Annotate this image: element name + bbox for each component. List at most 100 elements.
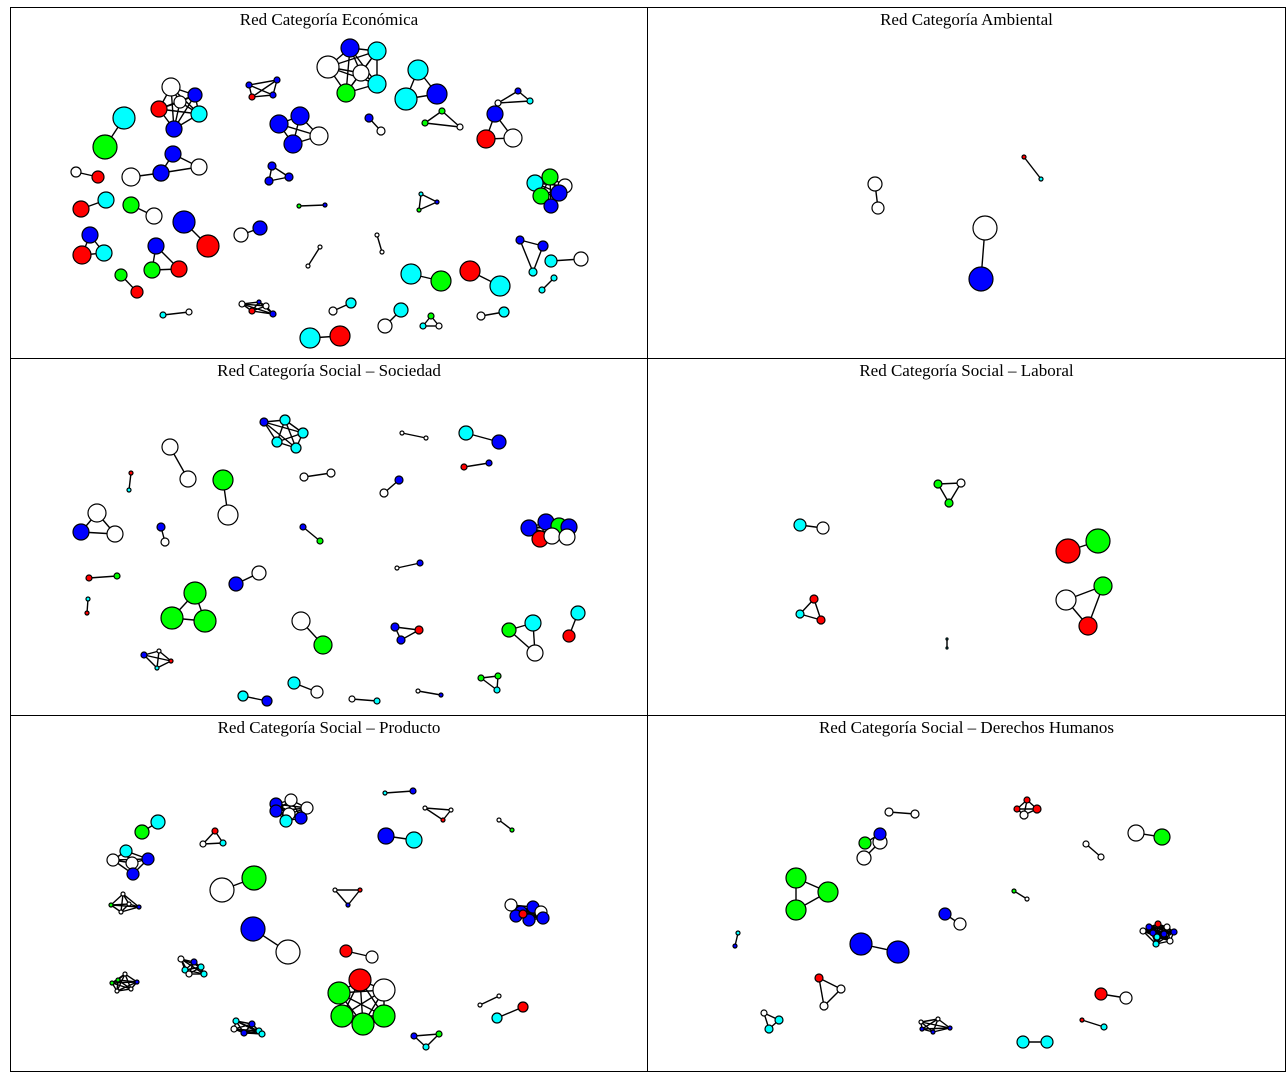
network-node — [156, 648, 162, 654]
network-node — [836, 984, 846, 994]
network-node — [241, 865, 267, 891]
network-node — [283, 134, 303, 154]
network-node — [313, 635, 333, 655]
network-node — [317, 244, 323, 250]
network-node — [503, 128, 523, 148]
network-node — [434, 199, 440, 205]
network-node — [785, 867, 807, 889]
network-node — [1055, 589, 1077, 611]
network-node — [269, 114, 289, 134]
network-edge — [116, 981, 138, 992]
network-node — [154, 665, 160, 671]
network-node — [367, 41, 387, 61]
network-edge — [921, 1027, 951, 1030]
network-node — [390, 622, 400, 632]
nodes — [106, 787, 550, 1051]
panel-social-sociedad: Red Categoría Social – Sociedad — [10, 358, 648, 716]
network-node — [382, 790, 388, 796]
network-node — [394, 475, 404, 485]
network-node — [438, 107, 446, 115]
network-graph — [72, 414, 586, 707]
network-edge — [156, 660, 172, 669]
network-edge — [302, 526, 321, 542]
network-node — [945, 646, 949, 650]
network-node — [538, 286, 546, 294]
network-node — [156, 522, 166, 532]
network-node — [1153, 828, 1171, 846]
network-node — [491, 1012, 503, 1024]
network-node — [228, 576, 244, 592]
edges — [80, 419, 579, 702]
network-figure-table: Red Categoría Económica Red Categoría Am… — [10, 7, 1286, 1072]
network-node — [72, 523, 90, 541]
network-edge — [351, 698, 378, 702]
network-node — [196, 234, 220, 258]
network-node — [336, 83, 356, 103]
edges — [799, 482, 1104, 648]
network-node — [1082, 840, 1090, 848]
network-node — [128, 470, 134, 476]
network-graph — [793, 478, 1113, 650]
network-node — [518, 909, 528, 919]
network-node — [867, 176, 883, 192]
network-node — [112, 106, 136, 130]
network-node — [476, 129, 496, 149]
network-node — [211, 827, 219, 835]
network-node — [122, 971, 128, 977]
network-node — [1011, 888, 1017, 894]
network-node — [328, 306, 338, 316]
network-edge — [384, 790, 414, 794]
panel-title: Red Categoría Ambiental — [880, 10, 1053, 29]
network-node — [536, 911, 550, 925]
network-node — [143, 261, 161, 279]
network-node — [785, 899, 807, 921]
network-node — [456, 123, 464, 131]
network-node — [147, 237, 165, 255]
network-node — [238, 300, 246, 308]
network-edge — [122, 893, 140, 908]
network-node — [114, 988, 120, 994]
network-node — [421, 119, 429, 127]
network-node — [541, 168, 559, 186]
network-node — [558, 528, 576, 546]
network-node — [1016, 1035, 1030, 1049]
network-node — [884, 807, 894, 817]
network-graph — [70, 38, 589, 349]
network-node — [339, 944, 353, 958]
network-node — [856, 850, 872, 866]
network-edge — [424, 807, 444, 821]
network-edge — [463, 462, 490, 468]
network-node — [85, 574, 93, 582]
network-node — [290, 442, 302, 454]
network-node — [735, 930, 741, 936]
network-edge — [156, 650, 160, 669]
network-node — [526, 97, 534, 105]
network-node — [108, 902, 114, 908]
network-edge — [1155, 931, 1175, 945]
network-node — [85, 596, 91, 602]
network-node — [376, 126, 386, 136]
network-node — [956, 478, 966, 488]
network-edge — [424, 807, 452, 811]
network-node — [84, 610, 90, 616]
network-node — [109, 980, 115, 986]
network-node — [373, 697, 381, 705]
network-edge — [479, 995, 500, 1006]
network-node — [269, 91, 277, 99]
network-edge — [307, 246, 321, 267]
nodes — [732, 796, 1178, 1049]
network-node — [345, 902, 351, 908]
network-node — [329, 325, 351, 347]
network-node — [972, 215, 998, 241]
network-node — [544, 254, 558, 268]
network-node — [1038, 176, 1044, 182]
panel-title: Red Categoría Social – Producto — [217, 718, 441, 737]
network-node — [294, 811, 308, 825]
network-node — [161, 77, 181, 97]
network-node — [819, 1001, 829, 1011]
network-node — [275, 939, 301, 965]
network-node — [543, 527, 561, 545]
network-node — [1013, 805, 1021, 813]
network-edge — [396, 562, 421, 569]
network-node — [120, 891, 126, 897]
